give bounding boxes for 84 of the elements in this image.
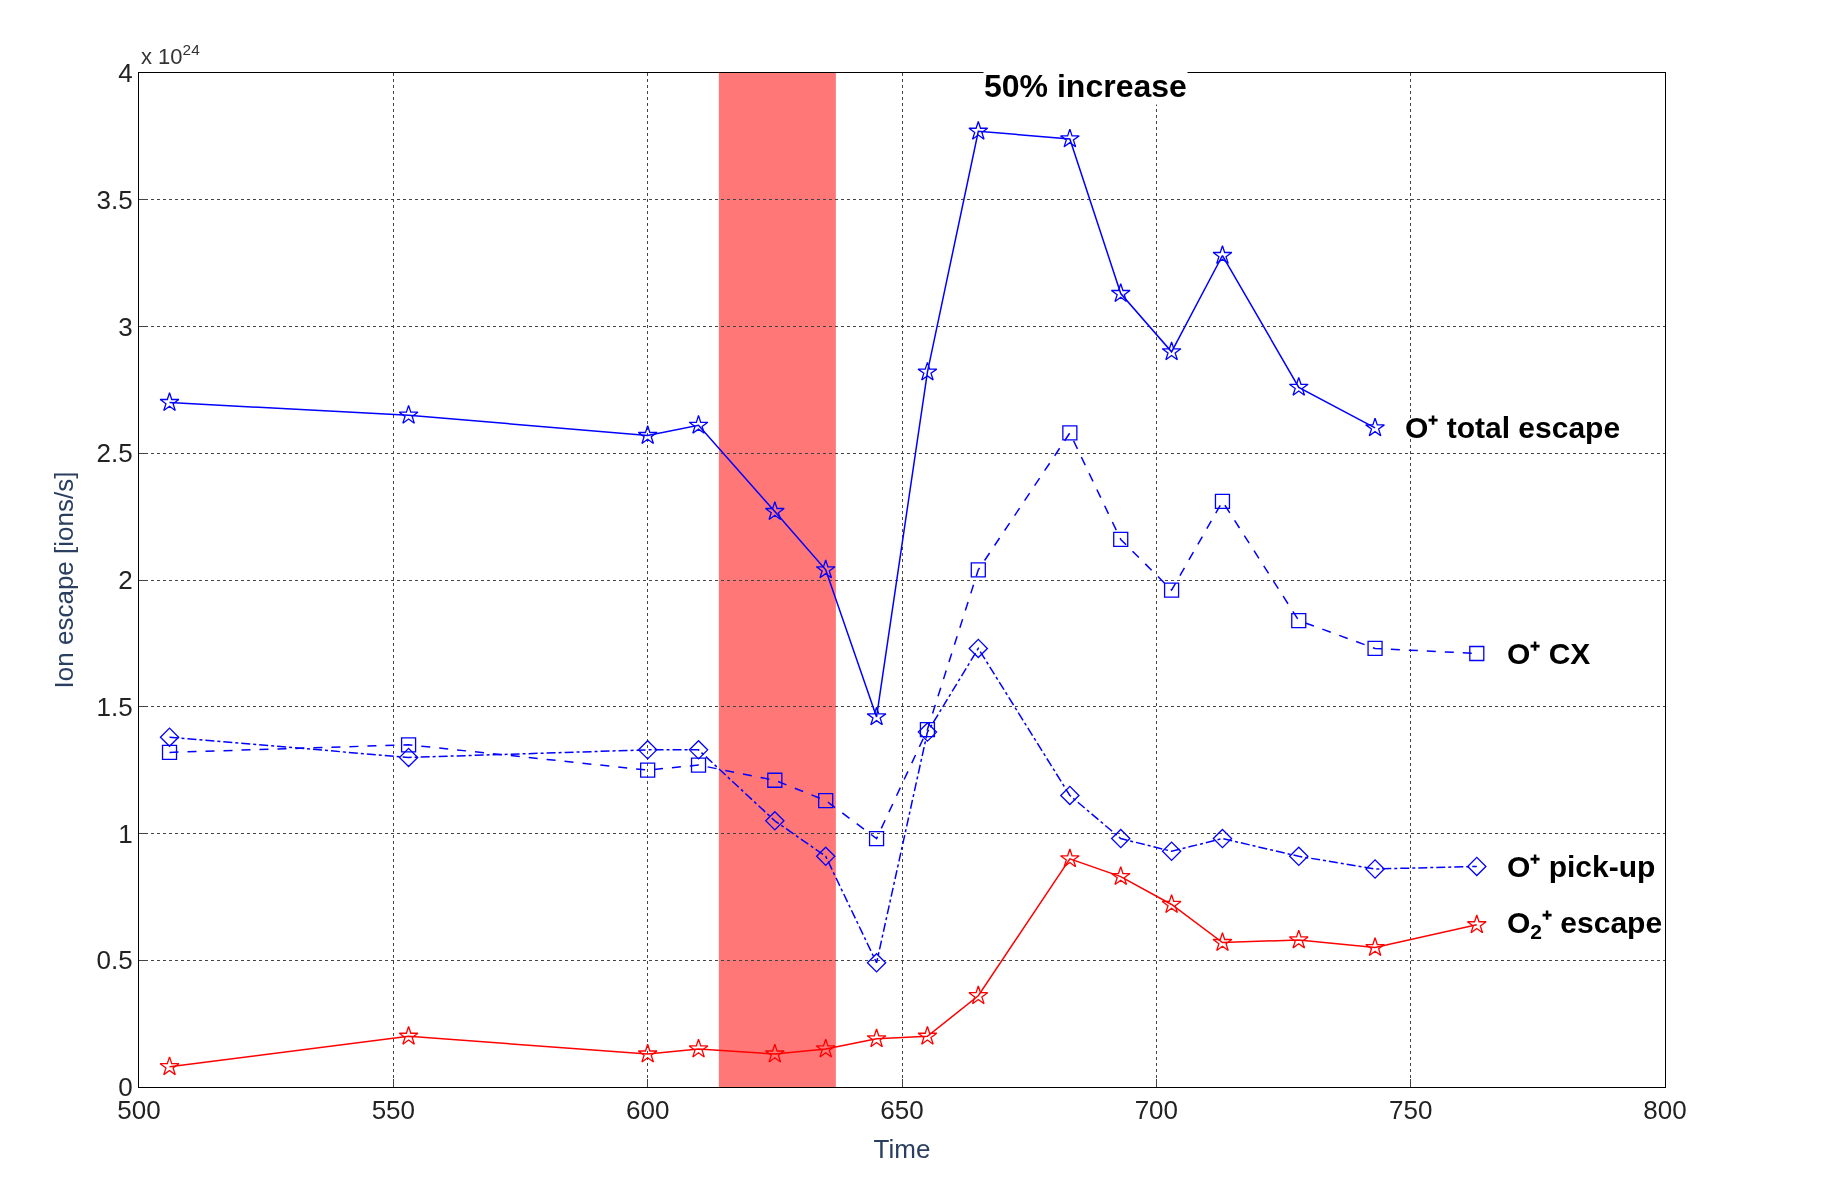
point [1212,245,1233,265]
point [764,1043,785,1063]
point [161,744,178,761]
point [1288,929,1309,949]
point [917,361,938,381]
x-tick-label: 800 [1643,1095,1687,1126]
point [1062,425,1078,441]
x-tick-label: 550 [371,1095,416,1126]
point [917,1025,938,1045]
point [1163,582,1180,598]
point [764,501,785,521]
annotation: 50% increase [984,68,1187,104]
x-tick-label: 700 [1134,1095,1179,1126]
x-axis-title: Time [873,1134,931,1164]
point [398,1025,419,1045]
point [1289,846,1309,867]
point [1110,866,1131,886]
series-label: O⁺ pick-up [1507,850,1656,883]
point [1367,640,1383,657]
series-label: O⁺ CX [1507,637,1591,670]
point [818,792,834,809]
point [815,846,836,867]
point [690,757,707,773]
point [1214,493,1231,510]
point [767,772,783,788]
point [1212,932,1233,952]
y-tick-label: 1 [118,818,133,849]
point [688,1038,709,1058]
y-tick-label: 0.5 [96,945,133,976]
point [866,706,887,726]
x-tick-label: 650 [880,1095,924,1126]
point [1059,848,1080,868]
point [398,747,419,768]
y-tick-label: 2 [118,565,133,596]
point [1161,894,1182,914]
point [970,562,986,578]
point [400,737,417,753]
point [688,740,709,760]
y-tick-label: 2.5 [96,438,133,469]
point [398,404,419,424]
point [637,1043,658,1063]
y-tick-label: 4 [118,58,133,89]
point [688,414,709,434]
point [1161,341,1182,361]
point [1365,417,1386,437]
x-tick-label: 600 [625,1095,670,1126]
point [1110,828,1131,849]
point [968,120,989,140]
point [866,953,887,973]
point [765,811,785,831]
point [1466,914,1487,934]
point [159,727,180,747]
y-tick-label: 3 [118,311,133,342]
point [1059,128,1080,148]
point [1365,937,1386,957]
x-tick-label: 750 [1388,1095,1433,1126]
point [968,638,989,659]
point [1113,531,1129,548]
point [815,1038,836,1058]
point [159,1056,180,1076]
point [637,425,658,445]
point [1288,376,1309,396]
point [1110,283,1131,303]
x-tick-label: 500 [117,1095,161,1126]
point [866,1028,887,1048]
point [640,762,656,778]
point [1212,828,1233,849]
point [637,740,658,760]
y-tick-label: 1.5 [96,691,133,722]
series-label: O$_{2}$⁺ escape [1507,906,1663,944]
point [868,830,885,847]
point [815,559,836,579]
point [1467,856,1487,877]
point [1365,859,1385,879]
point [968,985,989,1005]
point [1060,785,1080,806]
text: x 10$^{24}$ [141,41,201,70]
point [159,392,180,412]
y-axis-title: Ion escape [ions/s] [48,471,79,689]
series-label: O⁺ total escape [1405,411,1621,444]
point [1291,612,1307,629]
y-tick-label: 3.5 [96,184,133,215]
point [1161,841,1182,861]
point [1469,645,1485,662]
